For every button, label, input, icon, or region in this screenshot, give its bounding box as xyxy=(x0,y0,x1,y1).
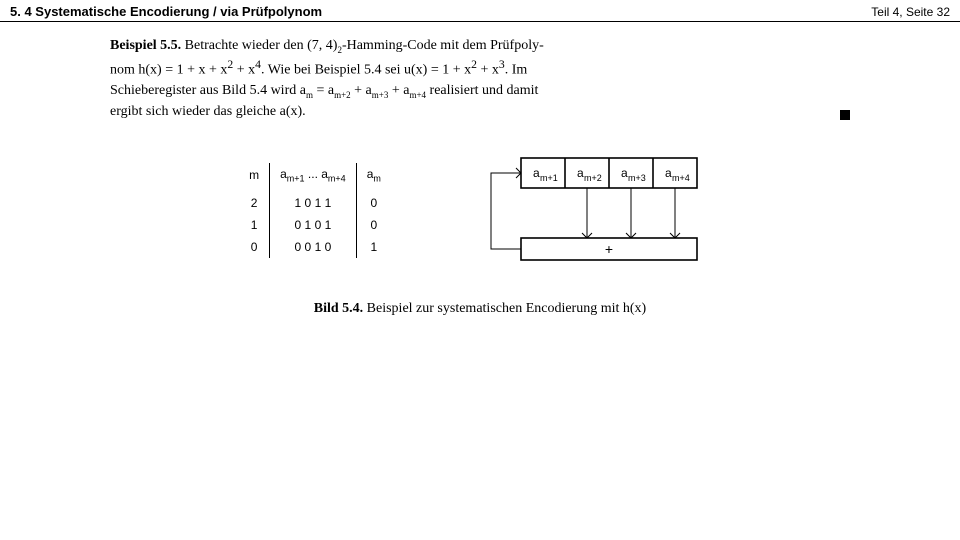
hdr-sub: m+4 xyxy=(328,174,346,184)
para-sub: m+4 xyxy=(409,90,426,100)
cell-m: 1 xyxy=(239,214,270,236)
para-text: Betrachte wieder den (7, 4) xyxy=(181,38,337,53)
hdr-sub: m xyxy=(373,174,381,184)
hdr-a: a xyxy=(321,167,328,181)
page-content: Beispiel 5.5. Betrachte wieder den (7, 4… xyxy=(0,22,960,317)
cell-m: 2 xyxy=(239,192,270,214)
para-text: Schieberegister aus Bild 5.4 wird a xyxy=(110,83,306,98)
para-sub: m+3 xyxy=(372,90,389,100)
table-row: 1 0 1 0 1 0 xyxy=(239,214,391,236)
shift-register-diagram: am+1am+2am+3am+4+ xyxy=(461,148,721,273)
page-header: 5. 4 Systematische Encodierung / via Prü… xyxy=(0,0,960,22)
svg-text:a: a xyxy=(577,166,584,180)
para-text: -Hamming-Code mit dem Prüfpoly- xyxy=(342,38,544,53)
svg-text:m+1: m+1 xyxy=(540,173,558,183)
cell-am: 1 xyxy=(356,236,391,258)
svg-text:a: a xyxy=(665,166,672,180)
svg-text:m+4: m+4 xyxy=(672,173,690,183)
para-text: + x xyxy=(233,63,255,78)
para-text: nom h(x) = 1 + x + x xyxy=(110,63,227,78)
para-text: + x xyxy=(477,63,499,78)
caption-text: Beispiel zur systematischen Encodierung … xyxy=(363,301,646,316)
table-header-m: m xyxy=(239,163,270,191)
para-text: . Wie bei Beispiel 5.4 sei u(x) = 1 + x xyxy=(261,63,471,78)
svg-text:+: + xyxy=(605,241,613,257)
cell-mid: 0 0 1 0 xyxy=(270,236,357,258)
svg-text:m+2: m+2 xyxy=(584,173,602,183)
hdr-sub: m+1 xyxy=(287,174,305,184)
cell-m: 0 xyxy=(239,236,270,258)
example-paragraph: Beispiel 5.5. Betrachte wieder den (7, 4… xyxy=(110,36,850,122)
hdr-a: a xyxy=(280,167,287,181)
figure-row: m am+1 ... am+4 am 2 1 0 1 1 0 xyxy=(110,148,850,273)
para-sub: m+2 xyxy=(334,90,351,100)
table-row: 2 1 0 1 1 0 xyxy=(239,192,391,214)
table-header-am: am xyxy=(356,163,391,191)
cell-am: 0 xyxy=(356,214,391,236)
table-row: 0 0 0 1 0 1 xyxy=(239,236,391,258)
svg-text:m+3: m+3 xyxy=(628,173,646,183)
table-header-mid: am+1 ... am+4 xyxy=(270,163,357,191)
para-text: ergibt sich wieder das gleiche a(x). xyxy=(110,104,306,119)
caption-label: Bild 5.4. xyxy=(314,301,363,316)
state-table: m am+1 ... am+4 am 2 1 0 1 1 0 xyxy=(239,163,391,257)
cell-mid: 0 1 0 1 xyxy=(270,214,357,236)
svg-text:a: a xyxy=(621,166,628,180)
hdr-dots: ... xyxy=(305,167,322,181)
figure-caption: Bild 5.4. Beispiel zur systematischen En… xyxy=(110,301,850,317)
para-text: . Im xyxy=(505,63,528,78)
example-label: Beispiel 5.5. xyxy=(110,38,181,53)
cell-mid: 1 0 1 1 xyxy=(270,192,357,214)
para-text: + a xyxy=(351,83,372,98)
para-text: realisiert und damit xyxy=(426,83,538,98)
para-text: + a xyxy=(388,83,409,98)
svg-text:a: a xyxy=(533,166,540,180)
cell-am: 0 xyxy=(356,192,391,214)
para-text: = a xyxy=(313,83,334,98)
header-section-title: 5. 4 Systematische Encodierung / via Prü… xyxy=(10,4,322,19)
qed-marker-icon xyxy=(840,110,850,120)
header-page-number: Teil 4, Seite 32 xyxy=(871,5,950,19)
para-sub: m xyxy=(306,90,313,100)
table-header-row: m am+1 ... am+4 am xyxy=(239,163,391,191)
